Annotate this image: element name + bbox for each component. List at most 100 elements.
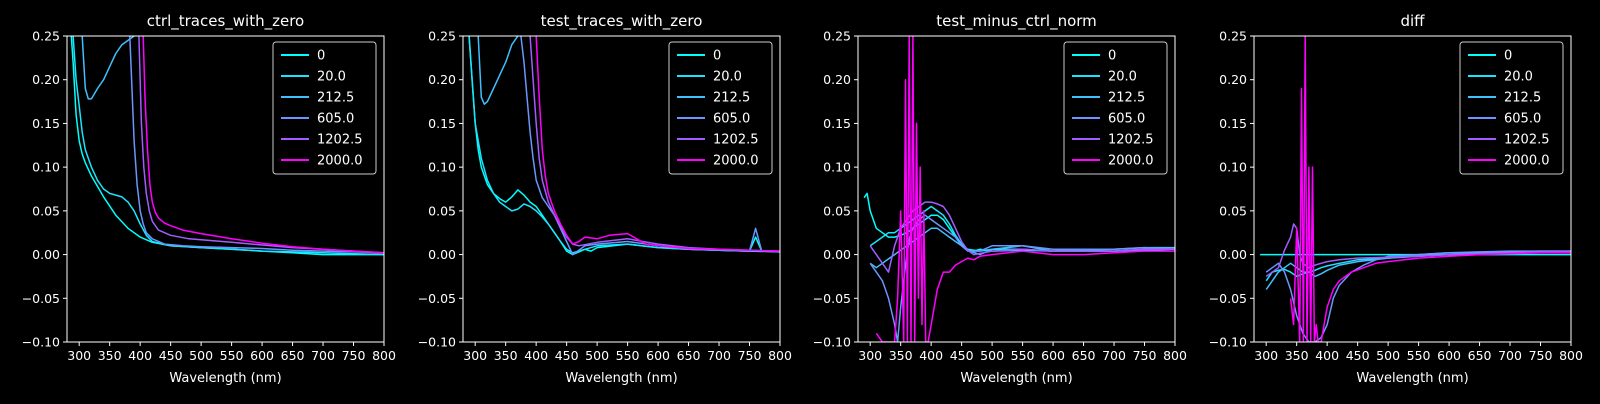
legend-entry: 0	[1108, 49, 1116, 64]
series-group	[468, 36, 780, 256]
x-tick-label: 600	[646, 348, 670, 363]
legend: 0 20.0 212.5 605.0 1202.5 2000.0	[668, 41, 773, 175]
legend-entry: 212.5	[1108, 91, 1145, 106]
x-tick-label: 400	[524, 348, 548, 363]
chart-title: test_traces_with_zero	[541, 12, 703, 31]
legend-entry: 1202.5	[1108, 133, 1154, 148]
y-tick-label: 0.05	[428, 203, 456, 218]
legend-entry: 605.0	[1504, 112, 1541, 127]
y-tick-label: −0.10	[1209, 335, 1247, 350]
series-line-605.0	[129, 36, 384, 254]
x-tick-label: 300	[858, 348, 882, 363]
y-tick-label: −0.10	[418, 335, 456, 350]
x-tick-label: 450	[950, 348, 974, 363]
series-line-1202.5	[869, 201, 1175, 273]
chart-panel-1: ctrl_traces_with_zero 300 350 400 450 500 550 6…	[22, 12, 396, 386]
y-tick-label: 0.15	[428, 116, 456, 131]
y-tick-label: 0.25	[32, 29, 60, 44]
series-group	[1260, 36, 1571, 342]
x-tick-label: 450	[1346, 348, 1370, 363]
x-tick-label: 600	[1437, 348, 1461, 363]
x-tick-label: 300	[463, 348, 487, 363]
x-tick-label: 750	[342, 348, 366, 363]
x-tick-label: 800	[768, 348, 792, 363]
x-tick-label: 800	[1163, 348, 1187, 363]
y-tick-label: −0.05	[418, 291, 456, 306]
x-tick-label: 300	[67, 348, 91, 363]
series-line-212.5	[81, 36, 135, 100]
x-tick-label: 500	[585, 348, 609, 363]
x-tick-label: 700	[311, 348, 335, 363]
x-tick-label: 650	[677, 348, 701, 363]
series-line-1202.5	[1265, 223, 1571, 278]
x-tick-label: 500	[980, 348, 1004, 363]
x-tick-label: 550	[220, 348, 244, 363]
x-tick-label: 550	[1407, 348, 1431, 363]
series-line-212.5	[477, 36, 519, 105]
legend: 0 20.0 212.5 605.0 1202.5 2000.0	[1459, 41, 1564, 175]
legend-entry: 605.0	[713, 112, 750, 127]
legend-entry: 20.0	[317, 70, 346, 85]
y-tick-label: 0.10	[32, 160, 60, 175]
plot-frame	[66, 35, 385, 343]
y-tick-label: 0.20	[428, 72, 456, 87]
y-tick-label: 0.00	[428, 247, 456, 262]
series-line-605.0	[520, 36, 780, 256]
legend-entry: 212.5	[1504, 91, 1541, 106]
series-line-20.0	[72, 36, 384, 256]
y-tick-label: 0.05	[1219, 203, 1247, 218]
y-tick-label: 0.15	[32, 116, 60, 131]
x-tick-label: 600	[1041, 348, 1065, 363]
plot-frame	[1253, 35, 1572, 343]
x-tick-label: 800	[1559, 348, 1583, 363]
x-tick-label: 650	[281, 348, 305, 363]
x-tick-label: 700	[707, 348, 731, 363]
plot-frame	[462, 35, 781, 343]
y-tick-label: 0.05	[32, 203, 60, 218]
y-tick-label: −0.10	[813, 335, 851, 350]
y-tick-label: 0.10	[823, 160, 851, 175]
x-axis-label: Wavelength (nm)	[1356, 371, 1468, 386]
legend-entry: 1202.5	[317, 133, 363, 148]
y-tick-label: 0.25	[823, 29, 851, 44]
legend-entry: 2000.0	[713, 154, 759, 169]
x-tick-label: 800	[372, 348, 396, 363]
x-tick-label: 700	[1498, 348, 1522, 363]
series-line-20.0	[468, 36, 780, 254]
chart-panel-2: test_traces_with_zero 300 350 400 450 500 550 6…	[418, 12, 792, 386]
x-tick-label: 650	[1072, 348, 1096, 363]
x-tick-label: 450	[159, 348, 183, 363]
x-tick-label: 350	[98, 348, 122, 363]
x-tick-label: 350	[494, 348, 518, 363]
x-tick-label: 350	[1285, 348, 1309, 363]
legend-entry: 605.0	[317, 112, 354, 127]
x-tick-label: 750	[1529, 348, 1553, 363]
series-line-2000.0	[142, 36, 384, 254]
x-tick-label: 350	[889, 348, 913, 363]
x-tick-label: 400	[1315, 348, 1339, 363]
series-line-2000.0	[1289, 36, 1571, 342]
y-tick-label: 0.05	[823, 203, 851, 218]
legend-entry: 20.0	[713, 70, 742, 85]
y-tick-label: −0.05	[813, 291, 851, 306]
x-tick-label: 550	[1011, 348, 1035, 363]
legend-entry: 2000.0	[1108, 154, 1154, 169]
y-tick-label: 0.20	[823, 72, 851, 87]
legend-entry: 20.0	[1108, 70, 1137, 85]
series-line-605.0	[869, 214, 1175, 342]
x-tick-label: 650	[1468, 348, 1492, 363]
legend-entry: 0	[713, 49, 721, 64]
legend-entry: 0	[317, 49, 325, 64]
legend-entry: 212.5	[317, 91, 354, 106]
y-tick-label: 0.25	[1219, 29, 1247, 44]
legend: 0 20.0 212.5 605.0 1202.5 2000.0	[1063, 41, 1168, 175]
y-tick-label: 0.10	[1219, 160, 1247, 175]
chart-title: ctrl_traces_with_zero	[147, 12, 304, 31]
series-group	[863, 36, 1175, 342]
series-line-2000.0	[535, 36, 780, 252]
legend-entry: 0	[1504, 49, 1512, 64]
x-tick-label: 500	[1376, 348, 1400, 363]
x-tick-label: 400	[919, 348, 943, 363]
